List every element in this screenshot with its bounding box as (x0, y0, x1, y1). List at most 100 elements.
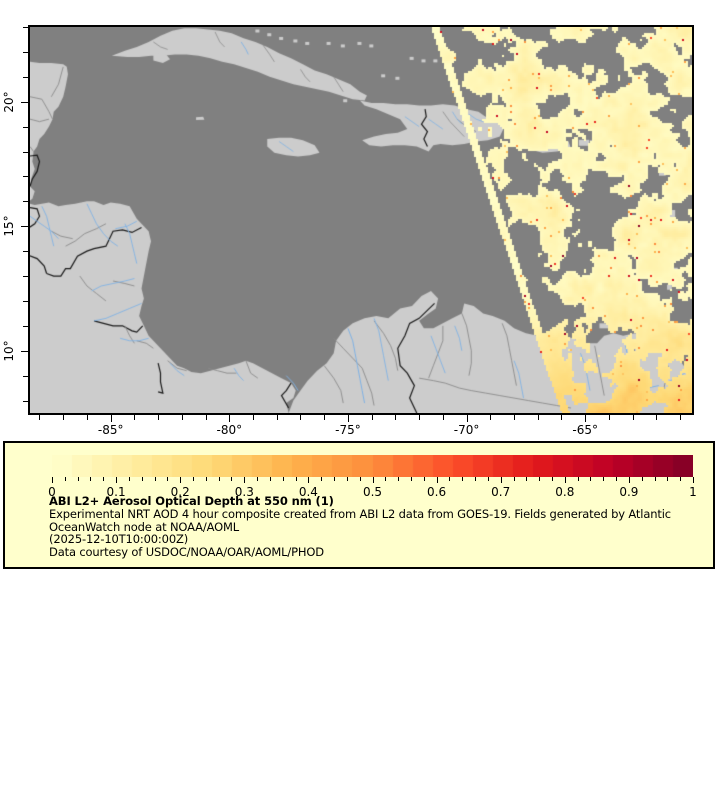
lat-tick-label: 15° (2, 215, 16, 237)
colorbar-tick (128, 477, 130, 481)
lon-tick-label: -75° (335, 423, 361, 437)
colorbar-tick (116, 477, 118, 483)
colorbar-tick (308, 477, 310, 483)
colorbar-tick (282, 477, 284, 481)
colorbar-tick (577, 477, 579, 481)
colorbar-tick (423, 477, 425, 481)
lat-tick (23, 375, 28, 377)
colorbar-tick (603, 477, 605, 481)
lon-tick (608, 415, 610, 420)
colorbar-tick (526, 477, 528, 481)
colorbar-gradient (52, 455, 693, 477)
legend-attribution: Data courtesy of USDOC/NOAA/OAR/AOML/PHO… (49, 544, 325, 559)
lon-tick (419, 415, 421, 420)
colorbar-tick (628, 477, 630, 483)
legend-timestamp: (2025-12-10T10:00:00Z) (49, 532, 189, 547)
colorbar-tick (90, 477, 92, 481)
colorbar-tick (436, 477, 438, 483)
lon-tick (371, 415, 373, 420)
colorbar-tick (154, 477, 156, 481)
colorbar-tick (244, 477, 246, 483)
lat-tick (23, 126, 28, 128)
lat-tick (23, 400, 28, 402)
colorbar-tick (513, 477, 515, 481)
colorbar-tick (539, 477, 541, 481)
lon-tick (134, 415, 136, 420)
colorbar-tick (551, 477, 553, 481)
aod-heatmap-canvas (30, 27, 692, 413)
colorbar-tick (590, 477, 592, 481)
colorbar-tick (167, 477, 169, 481)
colorbar-tick-label: 0 (48, 485, 56, 499)
legend-text-block: ABI L2+ Aerosol Optical Depth at 550 nm … (49, 495, 705, 558)
lon-tick (537, 415, 539, 420)
lat-tick (23, 201, 28, 203)
colorbar-tick (359, 477, 361, 481)
map-panel[interactable]: -85° -80° -75° -70° -65° 10° 15° 20° (2, 25, 694, 437)
colorbar-tick-label: 1 (689, 485, 697, 499)
colorbar-tick (64, 477, 66, 481)
lat-tick (21, 101, 28, 103)
lat-tick (23, 325, 28, 327)
lon-tick (561, 415, 563, 420)
legend-description-line-1: Experimental NRT AOD 4 hour composite cr… (49, 507, 671, 521)
colorbar-tick-label: 0.8 (555, 485, 575, 499)
colorbar-tick (641, 477, 643, 481)
lon-tick-label: -65° (572, 423, 599, 437)
lat-tick (23, 51, 28, 53)
colorbar[interactable]: 0 0.1 0.2 0.3 0.4 0.5 0.6 0.7 0.8 0.9 1 (48, 455, 697, 499)
lon-tick (324, 415, 326, 420)
colorbar-tick (385, 477, 387, 481)
colorbar-tick (52, 477, 53, 483)
colorbar-tick (487, 477, 489, 481)
colorbar-tick (398, 477, 400, 481)
colorbar-tick (616, 477, 618, 481)
lon-tick (632, 415, 634, 420)
colorbar-tick (449, 477, 451, 481)
lon-tick (63, 415, 65, 420)
colorbar-tick-label: 0.4 (298, 485, 318, 499)
colorbar-tick-label: 0.7 (491, 485, 511, 499)
lat-tick (23, 76, 28, 78)
lon-tick (229, 415, 231, 422)
lon-tick (205, 415, 207, 420)
colorbar-tick (654, 477, 656, 481)
colorbar-tick (103, 477, 105, 481)
lat-tick (23, 251, 28, 253)
lon-tick (466, 415, 468, 422)
lon-tick (39, 415, 41, 420)
lon-tick (158, 415, 160, 420)
lon-tick (347, 415, 349, 422)
colorbar-tick (295, 477, 297, 481)
colorbar-tick (462, 477, 464, 481)
lat-tick-label: 10° (2, 340, 16, 362)
colorbar-tick (500, 477, 502, 483)
lon-tick (442, 415, 444, 420)
lon-tick (110, 415, 112, 422)
map-frame (28, 25, 694, 415)
colorbar-tick (475, 477, 477, 481)
colorbar-tick (372, 477, 374, 483)
lon-tick-label: -70° (453, 423, 480, 437)
colorbar-tick (410, 477, 412, 481)
colorbar-tick-label: 0.1 (106, 485, 126, 499)
lat-tick (23, 176, 28, 178)
colorbar-tick (680, 477, 682, 481)
lat-tick (23, 27, 28, 28)
lon-tick (181, 415, 183, 420)
lon-tick (276, 415, 278, 420)
lon-tick (300, 415, 302, 420)
lon-tick (253, 415, 255, 420)
colorbar-tick-label: 0.9 (619, 485, 639, 499)
colorbar-tick (346, 477, 348, 481)
colorbar-tick (321, 477, 323, 481)
lon-tick (656, 415, 658, 420)
colorbar-tick (141, 477, 143, 481)
colorbar-tick (193, 477, 195, 481)
colorbar-tick (693, 477, 694, 483)
lat-tick (21, 226, 28, 228)
legend-description-line-2: OceanWatch node at NOAA/AOML (49, 519, 240, 534)
lon-tick (514, 415, 516, 420)
lon-tick-label: -85° (97, 423, 124, 437)
colorbar-tick (564, 477, 566, 483)
